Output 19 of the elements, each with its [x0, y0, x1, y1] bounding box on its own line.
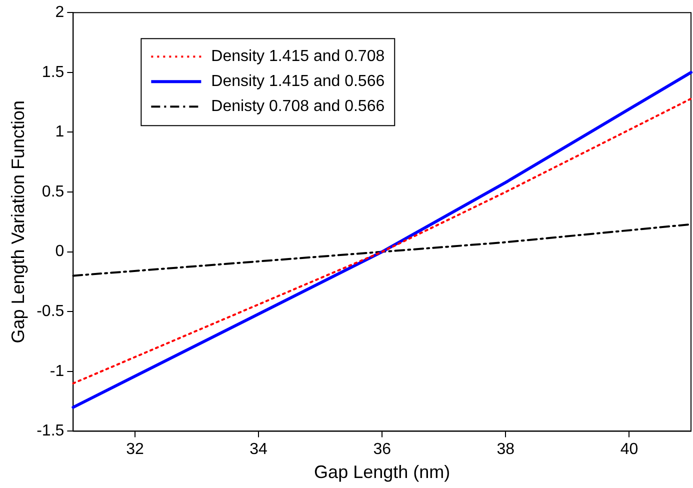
legend-label: Denisty 0.708 and 0.566 [211, 98, 385, 116]
line-series [72, 98, 692, 384]
x-tick-label: 36 [373, 441, 392, 458]
y-tick-label: -1.5 [36, 422, 64, 440]
y-tick-label: -0.5 [36, 303, 64, 320]
legend-label: Density 1.415 and 0.566 [211, 73, 385, 90]
y-tick-label: 1 [55, 124, 64, 141]
y-tick-label: 1.5 [42, 64, 64, 81]
x-tick-label: 34 [250, 441, 268, 458]
legend-label: Density 1.415 and 0.708 [211, 48, 385, 66]
x-tick-label: 40 [620, 441, 638, 458]
y-tick-label: 2 [55, 4, 64, 22]
x-axis-title: Gap Length (nm) [314, 462, 450, 482]
y-axis-title: Gap Length Variation Function [8, 100, 28, 344]
x-tick-label: 38 [496, 441, 515, 458]
y-tick-label: 0 [55, 243, 64, 260]
x-tick-label: 32 [126, 441, 144, 458]
y-tick-label: -1 [50, 362, 64, 380]
y-tick-label: 0.5 [42, 183, 64, 200]
